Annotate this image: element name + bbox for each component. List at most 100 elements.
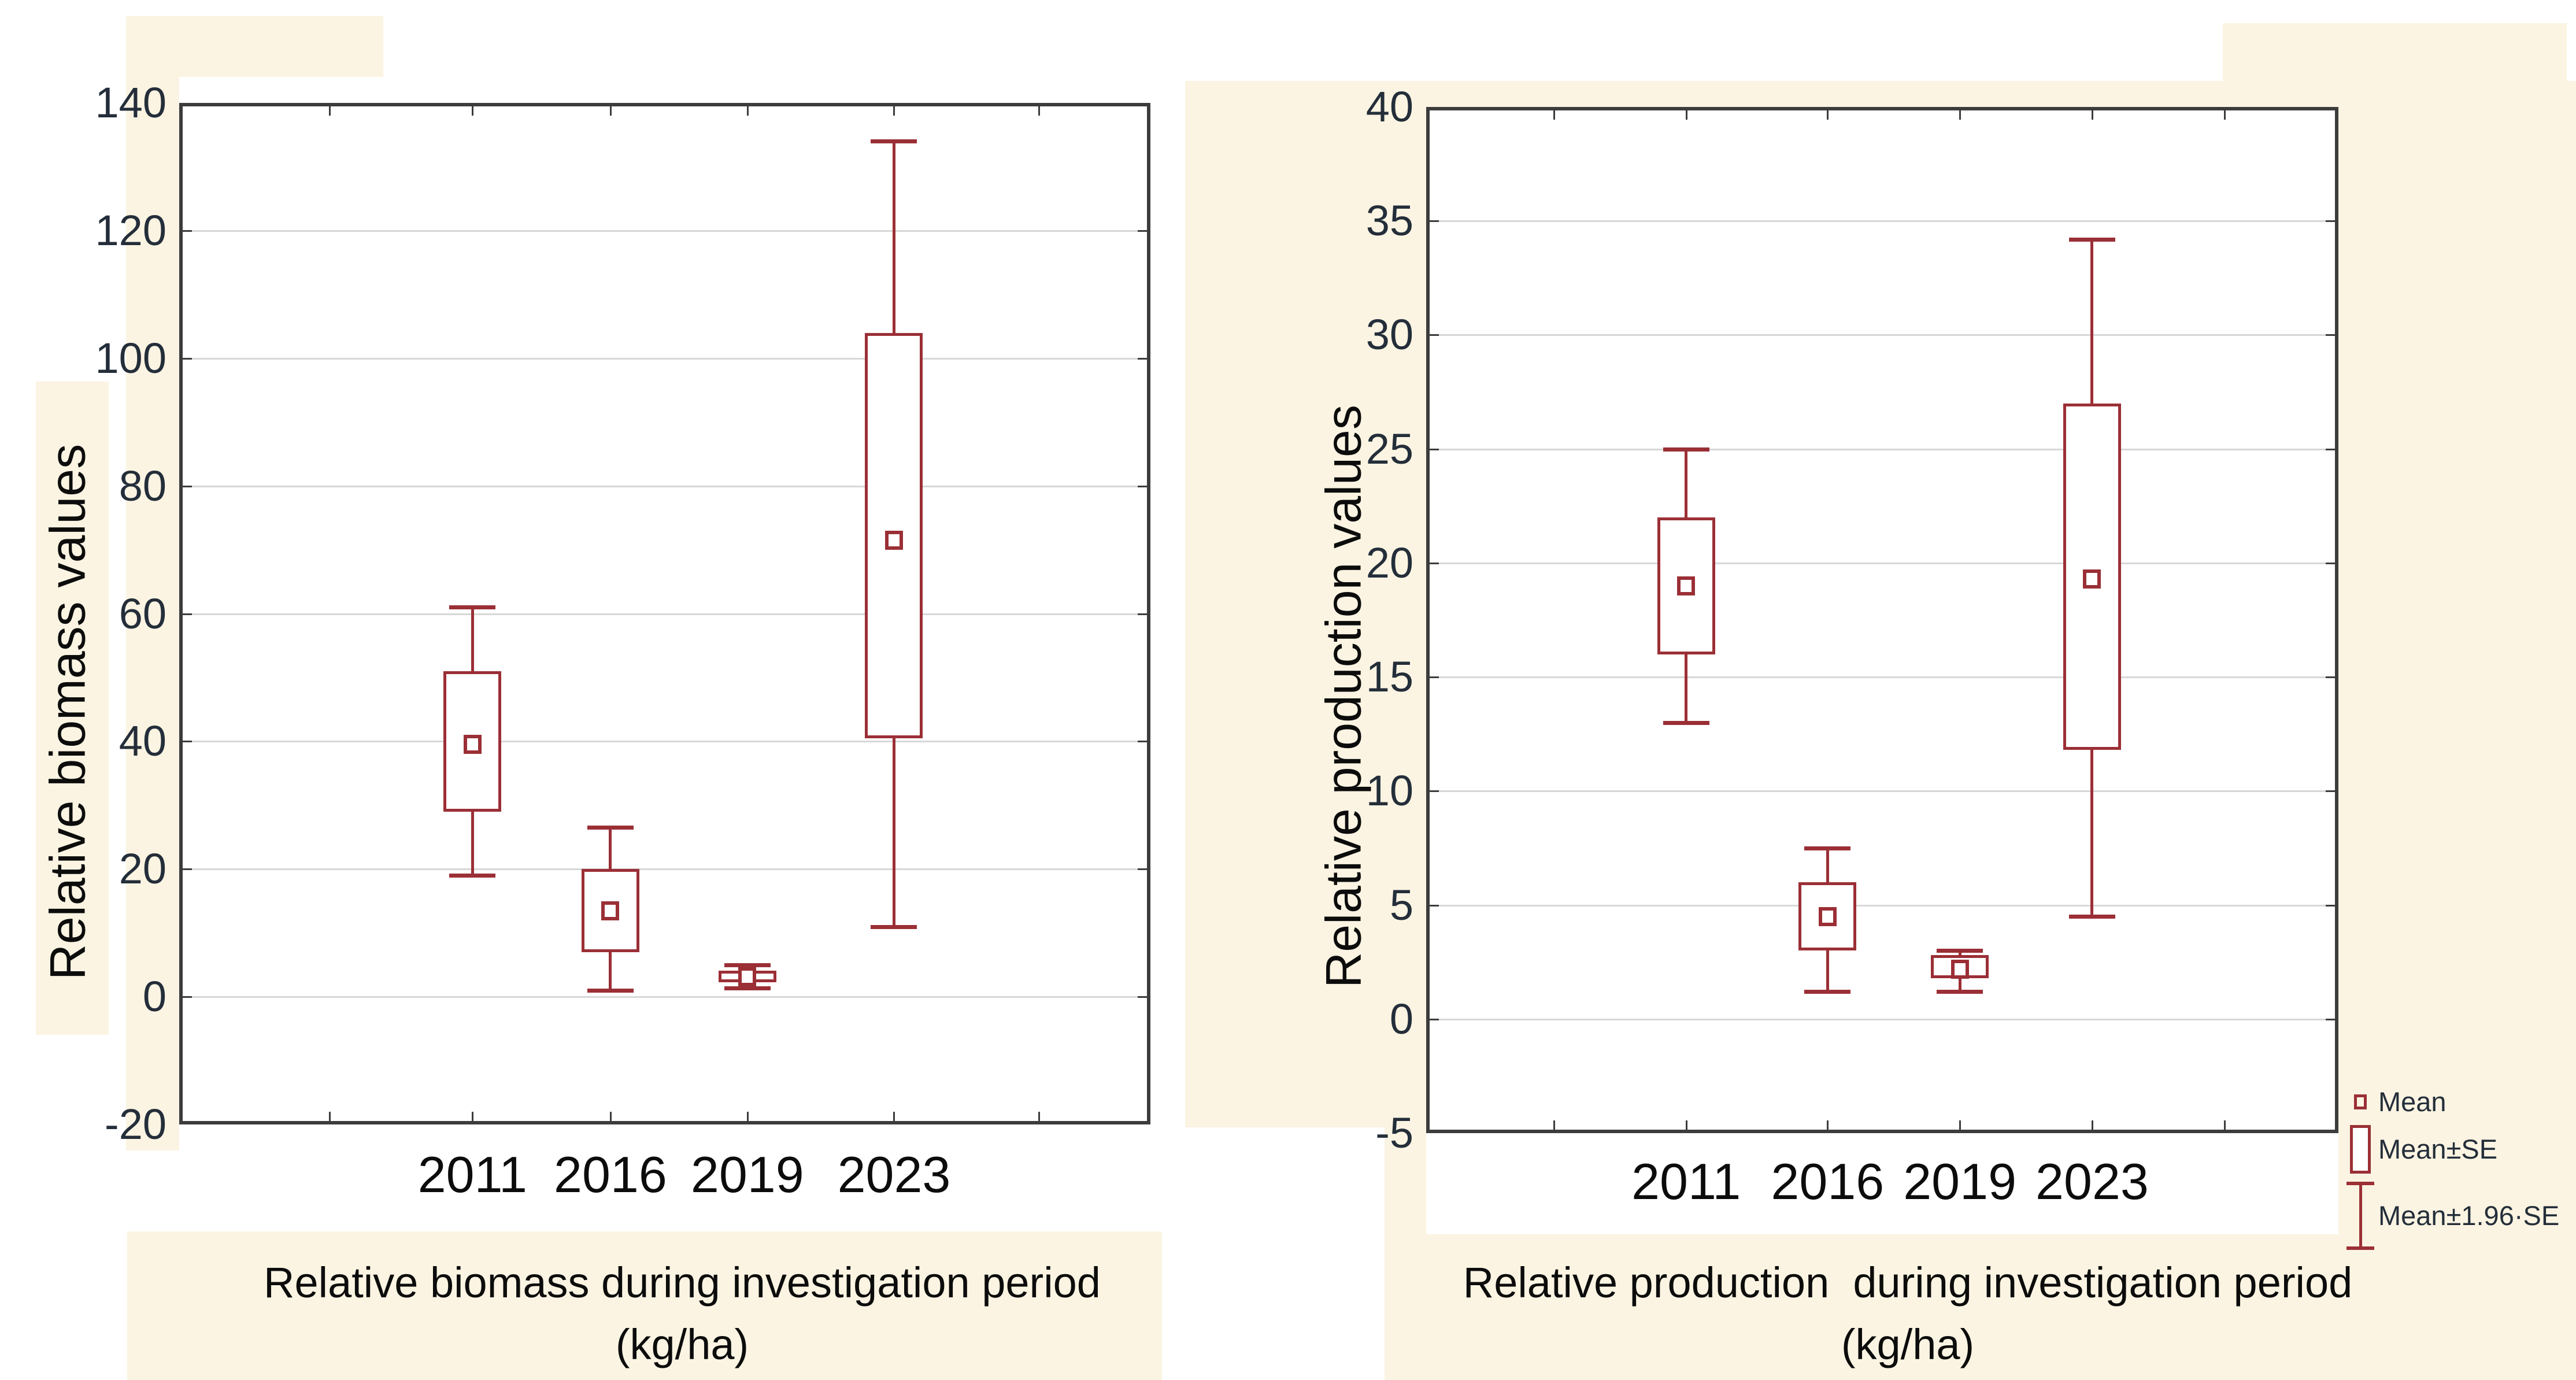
y-tick-right-60 — [1138, 613, 1147, 615]
y-tick-right-10 — [2326, 790, 2335, 793]
x-tick-bottom-1 — [1827, 1120, 1829, 1130]
x-tick-bottom-3 — [893, 1112, 895, 1121]
x-axis-title-right-line2: (kg/ha) — [1841, 1320, 1975, 1369]
y-tick-left-0 — [1430, 1018, 1439, 1020]
gridline-y-5 — [1430, 904, 2335, 907]
mean-marker-2019 — [738, 967, 757, 987]
whisker-bottom-cap-2019 — [1937, 990, 1983, 994]
whisker-top-cap-2016 — [1804, 846, 1851, 850]
x-axis-title-left: Relative biomass during investigation pe… — [162, 1252, 1202, 1376]
whisker-top-cap-2019 — [724, 963, 771, 967]
cream-band-left-title — [127, 1231, 1162, 1380]
x-axis-title-right: Relative production during investigation… — [1399, 1252, 2416, 1376]
x-tick-top-3 — [2091, 110, 2093, 120]
mean-marker-2016 — [1818, 907, 1837, 926]
y-tick-right-25 — [2326, 448, 2335, 450]
x-tick-top-1 — [609, 106, 612, 116]
x-tick-bottom-5 — [1038, 1112, 1040, 1121]
whisker-top-cap-2016 — [587, 826, 634, 830]
y-tick-label-35: 35 — [1365, 197, 1413, 245]
y-tick-right-100 — [1138, 357, 1147, 360]
y-tick-left-0 — [183, 996, 192, 998]
mean-marker-2016 — [601, 901, 620, 920]
legend-label-mean-ci: Mean±1.96·SE — [2378, 1200, 2560, 1231]
y-tick-right-35 — [2326, 220, 2335, 223]
x-tick-top-2 — [1959, 110, 1961, 120]
y-tick-right-0 — [2326, 1018, 2335, 1020]
x-tick-top-0 — [472, 106, 474, 116]
x-axis-title-left-line1: Relative biomass during investigation pe… — [264, 1259, 1101, 1307]
x-tick-bottom-0 — [472, 1112, 474, 1121]
y-tick-label-5: 5 — [1389, 880, 1413, 929]
y-tick-label-40: 40 — [1365, 83, 1413, 131]
y-tick-right-120 — [1138, 230, 1147, 232]
gridline-y-30 — [1430, 334, 2335, 336]
mean-marker-2011 — [1677, 576, 1696, 595]
legend-item-mean-se: Mean±SE — [2342, 1124, 2498, 1174]
y-tick-right-0 — [1138, 996, 1147, 998]
x-tick-label-2011: 2011 — [417, 1146, 527, 1203]
gridline-y-100 — [183, 357, 1147, 360]
gridline-y-80 — [183, 485, 1147, 487]
whisker-icon — [2345, 1181, 2375, 1250]
y-tick-right-20 — [1138, 868, 1147, 871]
x-tick-label-2023: 2023 — [2035, 1153, 2149, 1210]
legend-item-mean-ci: Mean±1.96·SE — [2342, 1181, 2560, 1250]
mean-marker-2019 — [1950, 959, 1969, 979]
gridline-y-10 — [1430, 790, 2335, 793]
x-tick-top-4 — [329, 106, 331, 116]
x-tick-bottom-5 — [2223, 1120, 2226, 1130]
x-tick-bottom-4 — [1553, 1120, 1555, 1130]
y-tick-left-80 — [183, 485, 192, 487]
legend-label-mean: Mean — [2378, 1086, 2447, 1117]
mean-marker-icon — [2354, 1094, 2367, 1109]
gridline-y-35 — [1430, 220, 2335, 223]
y-tick-right-20 — [2326, 562, 2335, 564]
whisker-top-cap-2011 — [449, 605, 496, 610]
legend-item-mean: Mean — [2342, 1087, 2447, 1117]
y-tick-left-100 — [183, 357, 192, 360]
whisker-bottom-cap-2016 — [1804, 990, 1851, 994]
x-tick-top-3 — [893, 106, 895, 116]
x-tick-bottom-0 — [1685, 1120, 1687, 1130]
x-tick-bottom-3 — [2091, 1120, 2093, 1130]
y-tick-label-15: 15 — [1365, 653, 1413, 701]
x-tick-top-5 — [1038, 106, 1040, 116]
se-box-2023 — [865, 332, 923, 738]
whisker-top-cap-2011 — [1663, 447, 1709, 452]
gridline-y-15 — [1430, 676, 2335, 679]
whisker-icon-top-cap — [2346, 1181, 2374, 1185]
x-axis-title-right-line1: Relative production during investigation… — [1463, 1259, 2353, 1307]
y-tick-left-5 — [1430, 904, 1439, 907]
y-tick-label-10: 10 — [1365, 767, 1413, 815]
x-tick-label-2011: 2011 — [1631, 1153, 1741, 1210]
y-tick-right-5 — [2326, 904, 2335, 907]
y-tick-label-25: 25 — [1365, 424, 1413, 473]
gridline-y-60 — [183, 613, 1147, 615]
y-tick-label-20: 20 — [119, 845, 166, 893]
cream-strip-top-right — [2223, 23, 2567, 81]
y-tick-left-60 — [183, 613, 192, 615]
se-box-icon — [2350, 1124, 2371, 1174]
legend-label-mean-se: Mean±SE — [2378, 1133, 2498, 1164]
y-tick-right-15 — [2326, 676, 2335, 679]
mean-marker-2023 — [2083, 569, 2101, 589]
gridline-y-20 — [1430, 562, 2335, 564]
gridline-y-0 — [183, 996, 1147, 998]
x-tick-top-4 — [1553, 110, 1555, 120]
whisker-bottom-cap-2023 — [2068, 915, 2115, 919]
gridline-y-40 — [183, 741, 1147, 743]
x-tick-top-2 — [746, 106, 749, 116]
x-tick-top-5 — [2223, 110, 2226, 120]
x-tick-label-2016: 2016 — [554, 1146, 667, 1203]
y-tick-left-20 — [183, 868, 192, 871]
y-tick-label--5: -5 — [1375, 1109, 1413, 1157]
x-tick-label-2019: 2019 — [1903, 1153, 2017, 1210]
x-tick-top-0 — [1685, 110, 1687, 120]
x-tick-label-2023: 2023 — [837, 1146, 951, 1203]
mean-marker-2023 — [884, 530, 903, 550]
whisker-icon-bar — [2359, 1181, 2362, 1250]
y-tick-label-0: 0 — [1389, 994, 1413, 1043]
x-tick-bottom-2 — [1959, 1120, 1961, 1130]
y-tick-left-30 — [1430, 334, 1439, 336]
